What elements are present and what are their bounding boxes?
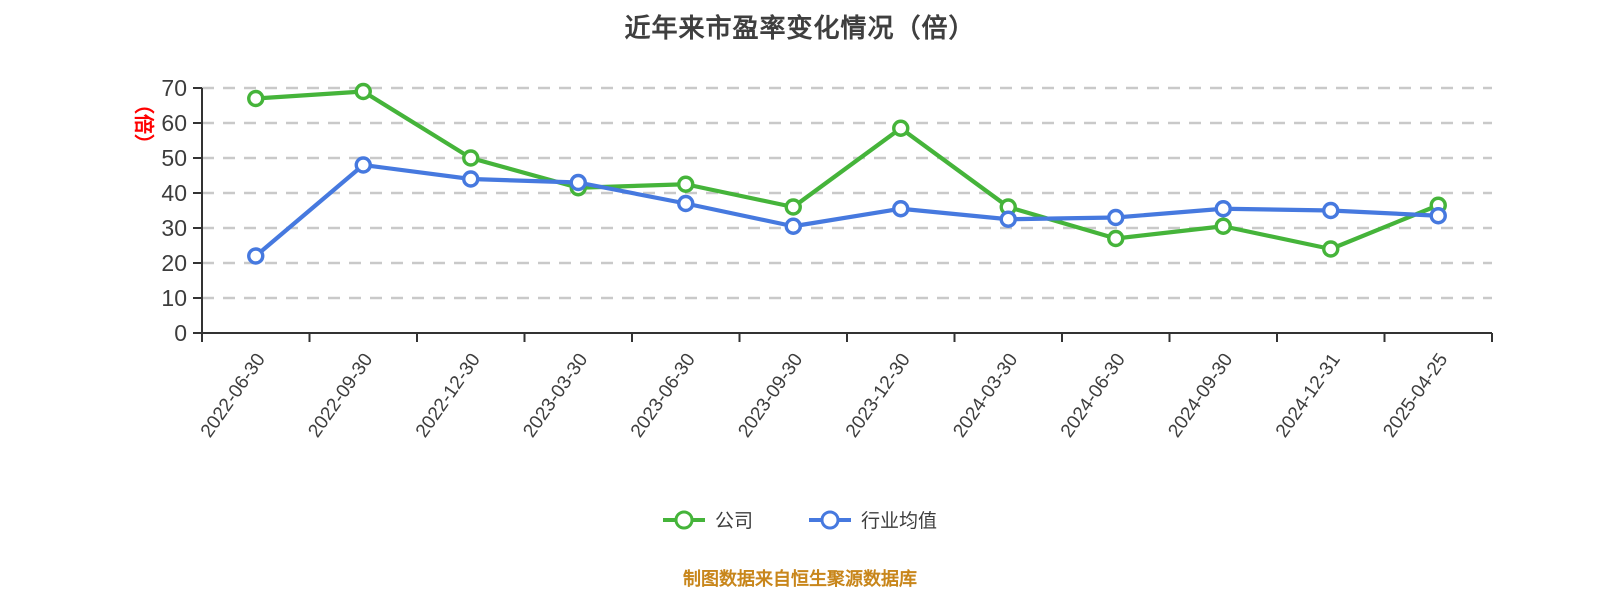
x-tick-label: 2022-06-30 bbox=[197, 350, 270, 442]
x-tick-label: 2024-09-30 bbox=[1164, 350, 1237, 442]
series-line-industry-average bbox=[253, 162, 1441, 259]
data-point-company bbox=[784, 198, 802, 216]
data-point-industry-average bbox=[677, 194, 695, 213]
legend-circle bbox=[820, 510, 840, 529]
x-tick-label: 2024-12-31 bbox=[1272, 350, 1345, 442]
x-tick-label: 2022-09-30 bbox=[304, 350, 377, 442]
data-point-company bbox=[1214, 217, 1232, 235]
data-point-company bbox=[247, 89, 265, 108]
data-point-company bbox=[1322, 240, 1340, 258]
data-point-company bbox=[892, 119, 910, 137]
data-point-company bbox=[354, 82, 372, 101]
legend: 公司 行业均值 bbox=[0, 506, 1600, 533]
legend-line-marker-icon bbox=[809, 509, 851, 530]
legend-label: 行业均值 bbox=[861, 511, 938, 532]
page-title: 近年来市盈率变化情况（倍） bbox=[624, 13, 976, 43]
y-axis-unit-label: （倍） bbox=[132, 94, 156, 154]
plot-area: 0 10 20 30 40 50 60 70 2022-06-30 2022-09-30 2022-… bbox=[132, 75, 1493, 442]
y-tick-label: 50 bbox=[161, 145, 187, 171]
series-line-company bbox=[253, 89, 1441, 252]
x-tick-label: 2023-09-30 bbox=[734, 350, 807, 442]
data-point-industry-average bbox=[999, 210, 1017, 228]
data-point-industry-average bbox=[354, 156, 372, 174]
y-tick-label: 10 bbox=[161, 285, 187, 311]
legend-item-company[interactable]: 公司 bbox=[662, 506, 753, 533]
x-tick-label: 2023-12-30 bbox=[842, 350, 915, 442]
data-point-industry-average bbox=[1214, 200, 1232, 218]
data-point-industry-average bbox=[892, 200, 910, 218]
y-tick-label: 30 bbox=[161, 215, 187, 241]
legend-line-marker-icon bbox=[662, 509, 705, 530]
x-tick-label: 2023-06-30 bbox=[627, 350, 700, 442]
y-tick-label: 60 bbox=[161, 110, 187, 136]
y-tick-label: 70 bbox=[161, 75, 187, 101]
y-tick-label: 20 bbox=[161, 250, 187, 276]
data-point-industry-average bbox=[1107, 208, 1125, 227]
data-point-industry-average bbox=[1429, 207, 1447, 225]
data-point-company bbox=[1107, 229, 1125, 248]
x-tick-label: 2024-06-30 bbox=[1057, 350, 1130, 442]
data-point-industry-average bbox=[569, 173, 587, 192]
data-point-industry-average bbox=[1322, 201, 1340, 220]
x-tick-label: 2023-03-30 bbox=[519, 350, 592, 442]
x-tick-label: 2025-04-25 bbox=[1379, 350, 1452, 442]
data-point-company bbox=[677, 175, 695, 193]
data-point-company bbox=[462, 149, 480, 167]
y-tick-label: 0 bbox=[174, 320, 187, 346]
data-point-industry-average bbox=[462, 170, 480, 188]
x-tick-label: 2022-12-30 bbox=[412, 350, 485, 442]
data-source-note: 制图数据来自恒生聚源数据库 bbox=[683, 569, 917, 589]
data-point-industry-average bbox=[784, 217, 802, 235]
x-tick-label: 2024-03-30 bbox=[949, 350, 1022, 442]
legend-circle bbox=[674, 510, 694, 529]
data-point-industry-average bbox=[247, 247, 265, 265]
legend-item-industry-average[interactable]: 行业均值 bbox=[809, 506, 937, 533]
y-tick-label: 40 bbox=[161, 180, 187, 206]
legend-label: 公司 bbox=[714, 511, 753, 532]
